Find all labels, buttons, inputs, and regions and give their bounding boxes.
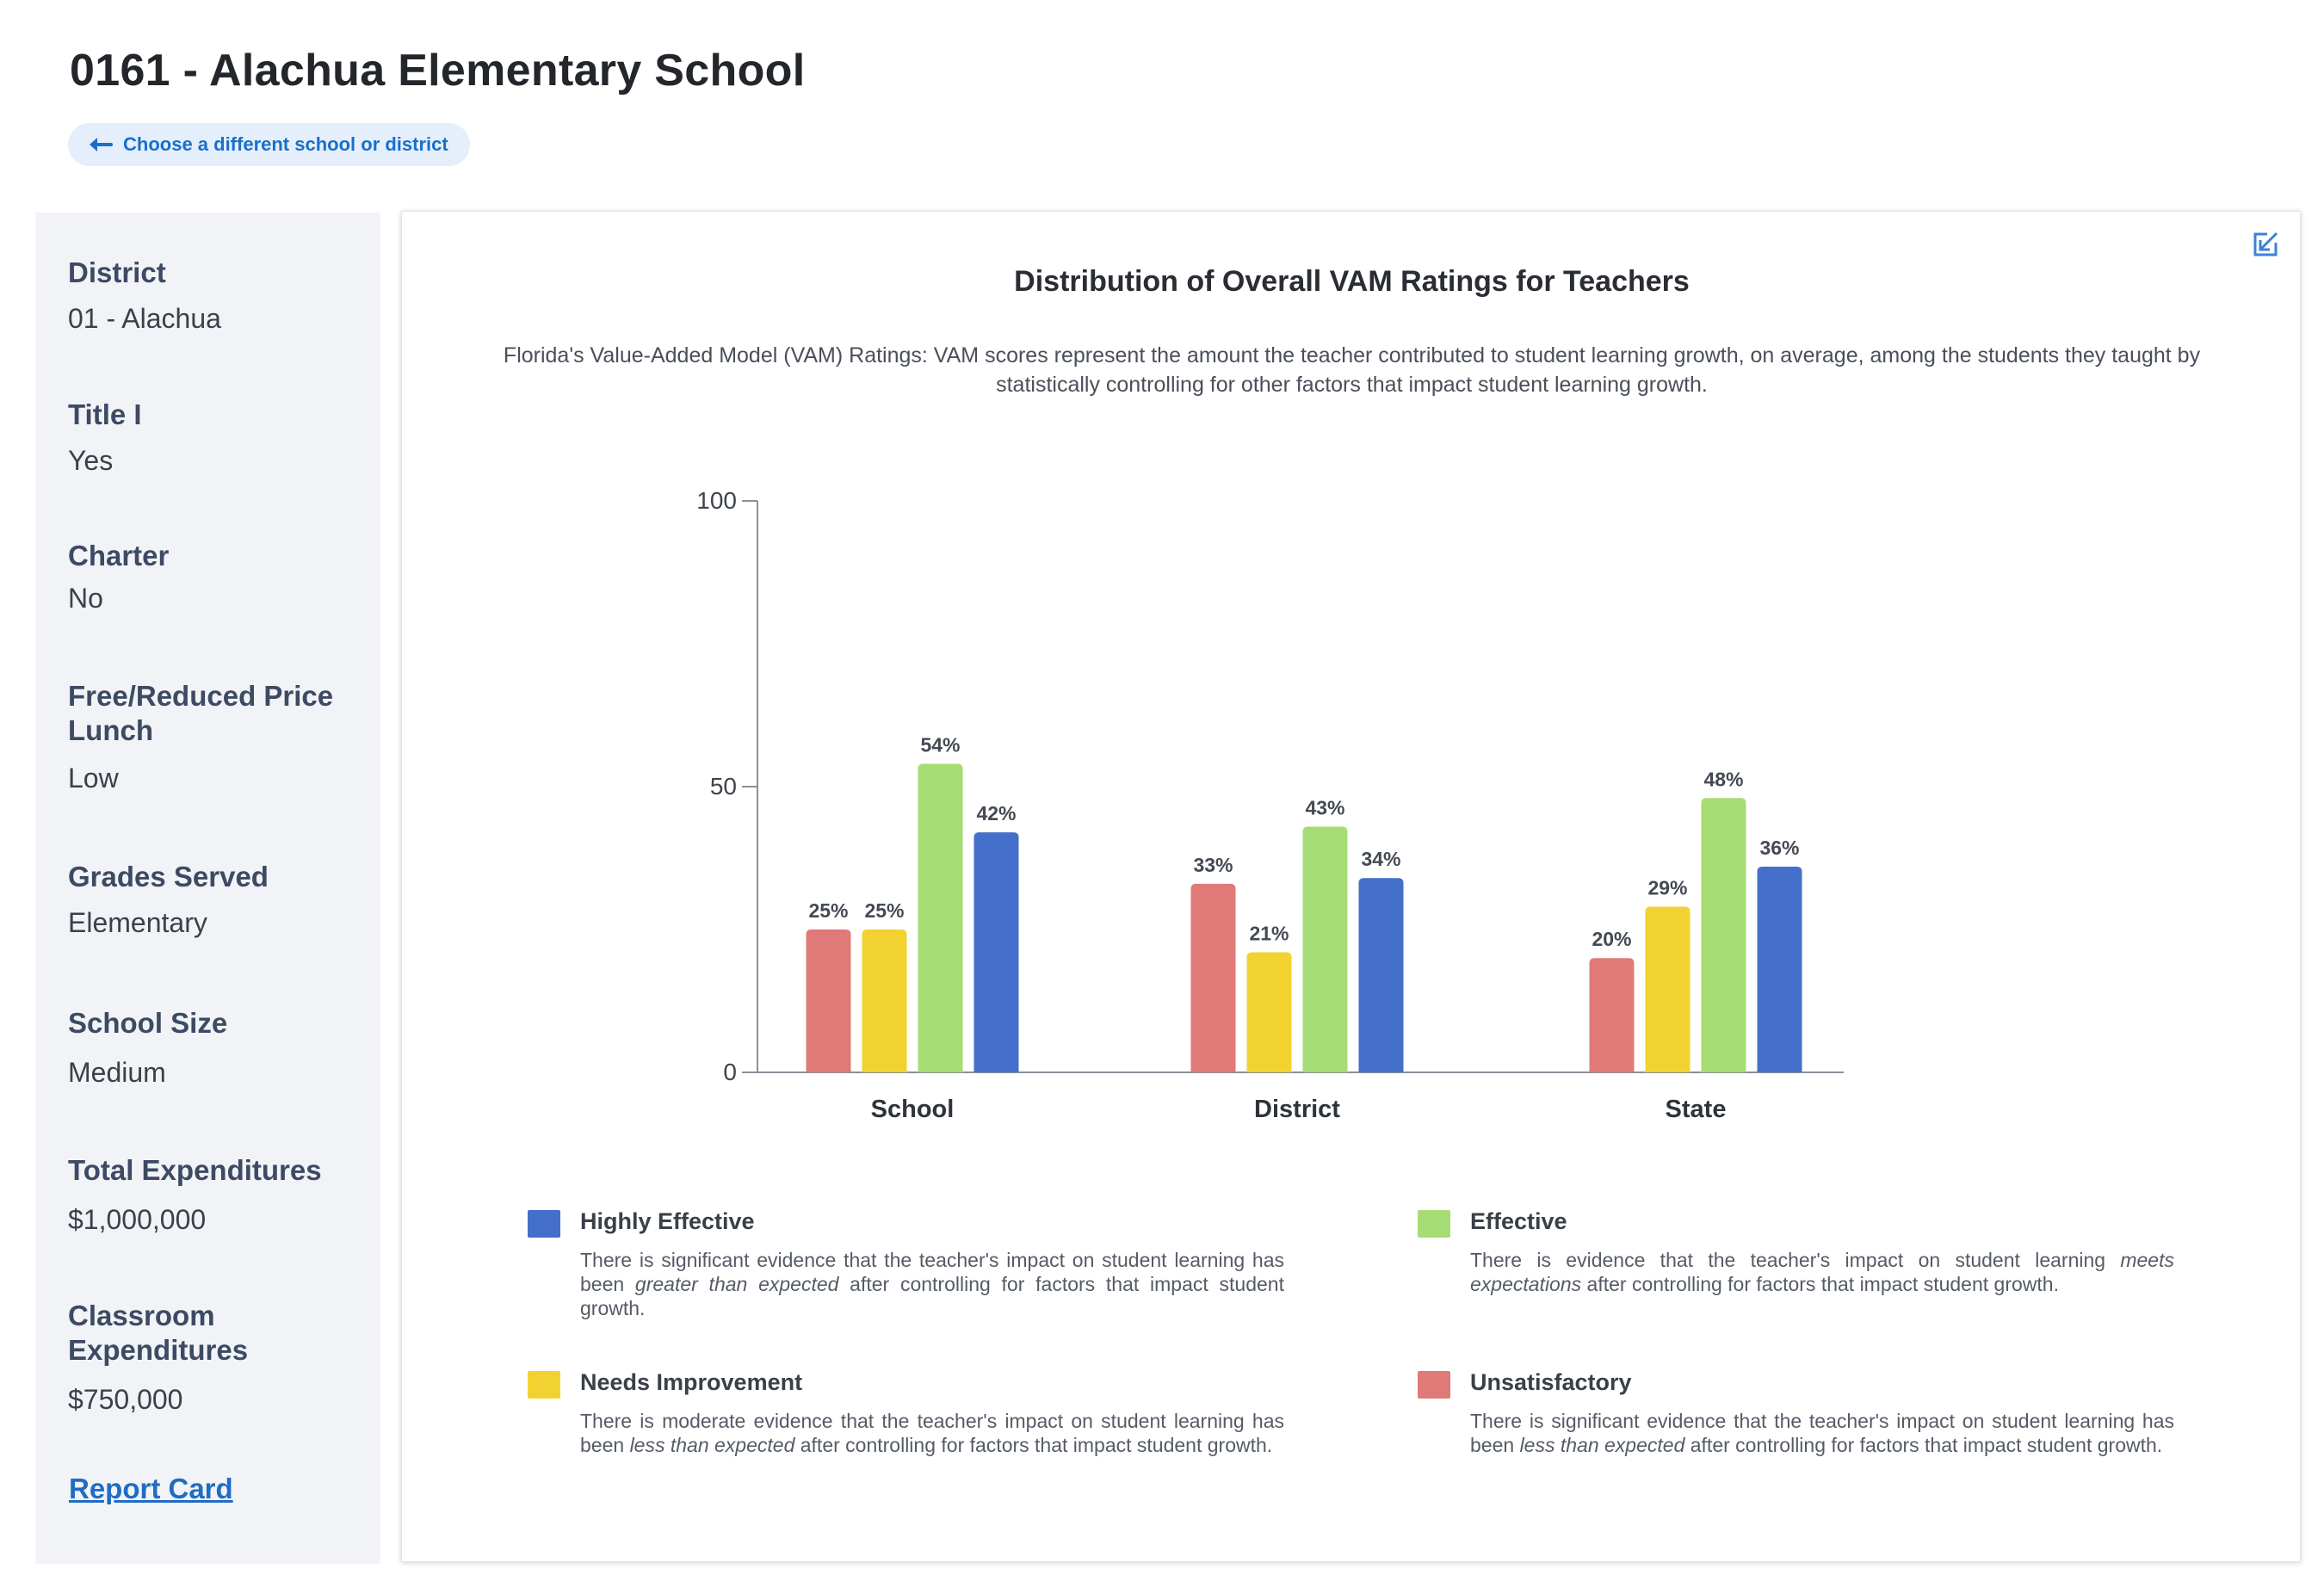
y-tick-label: 100 (696, 487, 737, 514)
classroom-expenditures-field: Classroom Expenditures $750,000 (68, 1299, 326, 1416)
bar-district-effective (1302, 826, 1348, 1072)
chart-title: Distribution of Overall VAM Ratings for … (1014, 265, 1690, 298)
lunch-value: Low (68, 763, 119, 794)
lunch-field: Free/Reduced Price Lunch Low (68, 679, 361, 794)
lunch-label: Free/Reduced Price Lunch (68, 680, 334, 746)
x-category-label: District (1254, 1096, 1340, 1123)
data-label: 36% (1759, 837, 1799, 859)
classroom-expenditures-label: Classroom Expenditures (68, 1300, 249, 1366)
legend-swatch-effective (1418, 1210, 1450, 1238)
classroom-expenditures-value: $750,000 (68, 1384, 183, 1415)
legend-name-unsatisfactory: Unsatisfactory (1470, 1369, 1632, 1395)
school-size-field: School Size Medium (68, 1006, 361, 1089)
grades-label: Grades Served (68, 861, 269, 892)
vam-chart-card: Distribution of Overall VAM Ratings for … (401, 211, 2301, 1562)
bar-school-needs-improvement (862, 929, 907, 1072)
data-label: 25% (808, 899, 848, 922)
x-category-label: School (871, 1096, 955, 1123)
legend-name-highly-effective: Highly Effective (580, 1208, 755, 1234)
data-label: 21% (1249, 923, 1289, 945)
data-label: 48% (1703, 768, 1743, 790)
bar-district-unsatisfactory (1190, 883, 1236, 1072)
total-expenditures-label: Total Expenditures (68, 1154, 322, 1186)
bar-district-needs-improvement (1246, 952, 1292, 1072)
legend-desc-highly-effective: There is significant evidence that the t… (580, 1249, 1284, 1319)
legend-desc-needs-improvement: There is moderate evidence that the teac… (580, 1410, 1284, 1456)
data-label: 34% (1361, 848, 1400, 870)
bar-state-unsatisfactory (1589, 958, 1635, 1072)
legend-swatch-highly-effective (528, 1210, 560, 1238)
data-label: 25% (864, 899, 904, 922)
grades-value: Elementary (68, 907, 207, 938)
charter-value: No (68, 583, 103, 614)
title-i-field: Title I Yes (68, 398, 361, 477)
choose-school-button[interactable]: Choose a different school or district (68, 123, 470, 166)
legend-name-needs-improvement: Needs Improvement (580, 1369, 803, 1395)
data-label: 54% (920, 733, 960, 756)
data-label: 29% (1647, 876, 1687, 899)
school-size-label: School Size (68, 1007, 228, 1039)
y-tick-label: 0 (723, 1059, 737, 1085)
bar-chart: 0 50 100 25% 25% 54% 42% School 33% 21% 43% 34% Dist… (696, 487, 1844, 1123)
expand-icon[interactable] (2248, 227, 2283, 262)
report-card-link[interactable]: Report Card (69, 1473, 233, 1504)
data-label: 42% (976, 802, 1016, 824)
y-tick-label: 50 (710, 773, 737, 800)
title-i-value: Yes (68, 445, 114, 476)
district-field: District 01 - Alachua (68, 256, 361, 335)
school-info-sidebar: District 01 - Alachua Title I Yes Charte… (35, 213, 380, 1564)
bar-school-effective (918, 763, 963, 1072)
chart-subtitle: Florida's Value-Added Model (VAM) Rating… (503, 343, 2201, 397)
charter-field: Charter No (68, 539, 361, 614)
bar-district-highly-effective (1358, 878, 1404, 1072)
bar-school-unsatisfactory (806, 929, 851, 1072)
bar-school-highly-effective (973, 832, 1019, 1072)
data-label: 33% (1193, 854, 1233, 876)
total-expenditures-field: Total Expenditures $1,000,000 (68, 1153, 361, 1236)
grades-field: Grades Served Elementary (68, 860, 361, 939)
charter-label: Charter (68, 540, 170, 571)
district-value: 01 - Alachua (68, 303, 221, 334)
bar-state-effective (1701, 798, 1746, 1072)
page-title: 0161 - Alachua Elementary School (70, 46, 806, 96)
choose-school-label: Choose a different school or district (123, 133, 448, 155)
total-expenditures-value: $1,000,000 (68, 1204, 207, 1235)
arrow-left-icon (90, 138, 113, 151)
school-size-value: Medium (68, 1057, 166, 1088)
district-label: District (68, 256, 166, 288)
x-category-label: State (1666, 1096, 1727, 1123)
bar-state-highly-effective (1757, 866, 1802, 1072)
data-label: 20% (1592, 928, 1631, 950)
title-i-label: Title I (68, 398, 142, 430)
legend-name-effective: Effective (1470, 1208, 1567, 1234)
legend-desc-unsatisfactory: There is significant evidence that the t… (1470, 1410, 2174, 1456)
legend-desc-effective: There is evidence that the teacher's imp… (1470, 1249, 2174, 1295)
legend-swatch-needs-improvement (528, 1371, 560, 1399)
bar-state-needs-improvement (1645, 906, 1690, 1072)
legend-swatch-unsatisfactory (1418, 1371, 1450, 1399)
data-label: 43% (1305, 796, 1344, 818)
